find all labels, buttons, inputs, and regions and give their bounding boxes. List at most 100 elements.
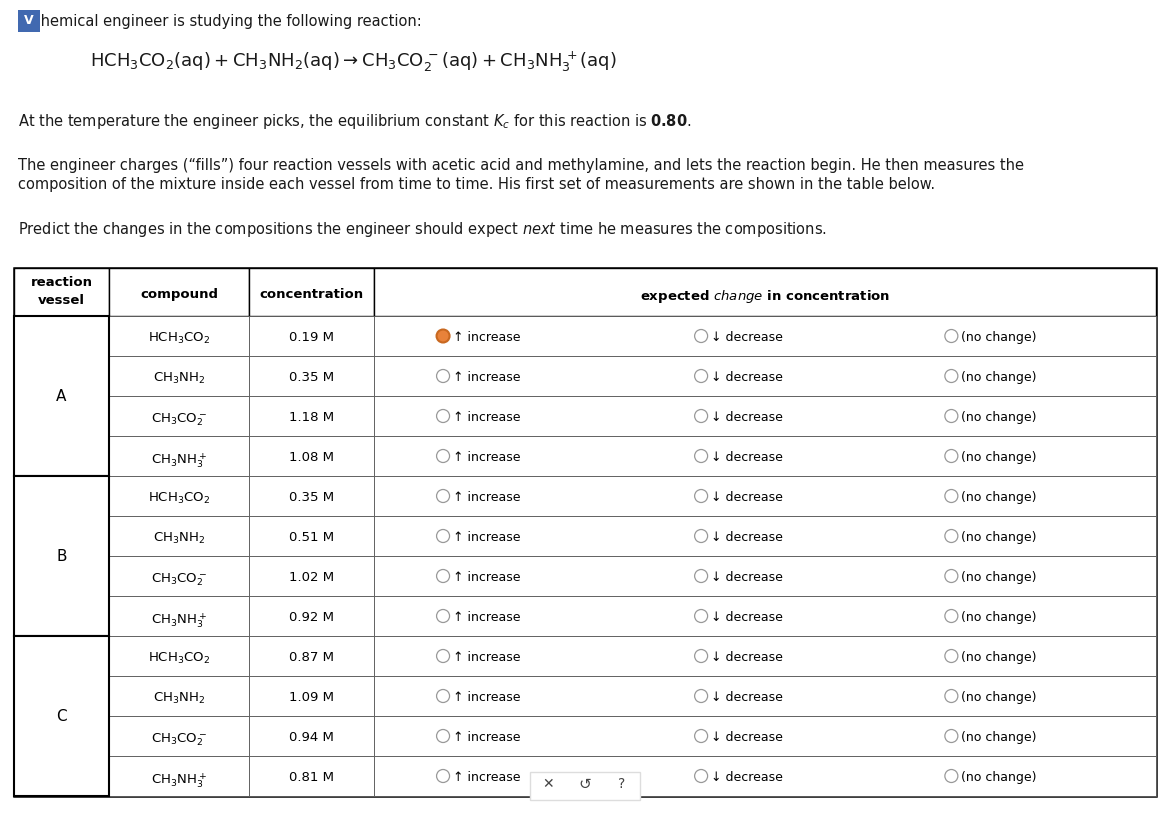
- Ellipse shape: [945, 489, 958, 502]
- Ellipse shape: [695, 529, 708, 542]
- Text: (no change): (no change): [961, 371, 1037, 384]
- Text: ↑ increase: ↑ increase: [453, 331, 519, 344]
- Text: ↓ decrease: ↓ decrease: [710, 371, 783, 384]
- Text: $\mathrm{CH_3NH_3^+}$: $\mathrm{CH_3NH_3^+}$: [151, 451, 207, 470]
- Ellipse shape: [695, 449, 708, 462]
- Text: 0.87 M: 0.87 M: [289, 651, 333, 664]
- Text: ↑ increase: ↑ increase: [453, 611, 519, 624]
- Bar: [249, 516, 374, 556]
- Text: Predict the changes in the compositions the engineer should expect $\it{next}$ t: Predict the changes in the compositions …: [18, 220, 827, 239]
- Text: ↑ increase: ↑ increase: [453, 451, 519, 464]
- Text: (no change): (no change): [961, 691, 1037, 704]
- Text: $\mathrm{CH_3CO_2^-}$: $\mathrm{CH_3CO_2^-}$: [151, 731, 207, 747]
- Bar: [14, 268, 109, 316]
- Ellipse shape: [436, 769, 449, 782]
- Text: composition of the mixture inside each vessel from time to time. His first set o: composition of the mixture inside each v…: [18, 177, 935, 192]
- Text: A: A: [56, 389, 67, 404]
- Ellipse shape: [436, 409, 449, 422]
- Ellipse shape: [436, 650, 449, 663]
- Bar: [374, 676, 1156, 716]
- Bar: [249, 636, 374, 676]
- Text: $\mathrm{CH_3CO_2^-}$: $\mathrm{CH_3CO_2^-}$: [151, 571, 207, 588]
- Bar: [109, 356, 249, 396]
- Ellipse shape: [436, 489, 449, 502]
- Text: ✕: ✕: [542, 777, 553, 791]
- Text: $\mathrm{HCH_3CO_2}$: $\mathrm{HCH_3CO_2}$: [147, 651, 211, 666]
- Ellipse shape: [945, 610, 958, 623]
- Bar: [374, 268, 1156, 316]
- Text: $\mathrm{CH_3NH_3^+}$: $\mathrm{CH_3NH_3^+}$: [151, 771, 207, 790]
- Bar: [249, 396, 374, 436]
- Text: ↑ increase: ↑ increase: [453, 531, 519, 544]
- Ellipse shape: [436, 529, 449, 542]
- Bar: [109, 716, 249, 756]
- Text: vessel: vessel: [37, 294, 85, 307]
- Bar: [374, 596, 1156, 636]
- Text: (no change): (no change): [961, 531, 1037, 544]
- Bar: [374, 556, 1156, 596]
- Text: (no change): (no change): [961, 451, 1037, 464]
- Text: ↑ increase: ↑ increase: [453, 691, 519, 704]
- Text: ↑ increase: ↑ increase: [453, 651, 519, 664]
- Text: ↑ increase: ↑ increase: [453, 771, 519, 784]
- Text: $\mathrm{CH_3NH_3^+}$: $\mathrm{CH_3NH_3^+}$: [151, 611, 207, 630]
- Bar: [374, 436, 1156, 476]
- Bar: [249, 676, 374, 716]
- Text: $\mathrm{HCH_3CO_2(aq)+CH_3NH_2(aq) \rightarrow CH_3CO_2^{\,−}(aq)+CH_3NH_3^{\,+: $\mathrm{HCH_3CO_2(aq)+CH_3NH_2(aq) \rig…: [90, 50, 617, 74]
- Text: ?: ?: [619, 777, 626, 791]
- Text: ↑ increase: ↑ increase: [453, 571, 519, 584]
- Ellipse shape: [695, 610, 708, 623]
- Ellipse shape: [945, 689, 958, 702]
- Text: reaction: reaction: [30, 276, 92, 289]
- Text: 1.09 M: 1.09 M: [289, 691, 333, 704]
- Bar: [374, 316, 1156, 356]
- Text: $\mathrm{HCH_3CO_2}$: $\mathrm{HCH_3CO_2}$: [147, 491, 211, 506]
- Bar: [249, 316, 374, 356]
- Ellipse shape: [945, 449, 958, 462]
- Bar: [14, 268, 1156, 796]
- Ellipse shape: [436, 689, 449, 702]
- Text: 1.02 M: 1.02 M: [289, 571, 335, 584]
- Bar: [374, 516, 1156, 556]
- Bar: [374, 476, 1156, 516]
- Bar: [14, 476, 109, 636]
- Text: V: V: [25, 14, 34, 27]
- Bar: [18, 10, 40, 32]
- Text: $\mathrm{CH_3NH_2}$: $\mathrm{CH_3NH_2}$: [153, 371, 205, 386]
- Text: compound: compound: [140, 288, 218, 301]
- Bar: [249, 436, 374, 476]
- Text: (no change): (no change): [961, 411, 1037, 424]
- Ellipse shape: [945, 330, 958, 343]
- Text: concentration: concentration: [260, 288, 364, 301]
- Bar: [249, 596, 374, 636]
- Text: ↓ decrease: ↓ decrease: [710, 451, 783, 464]
- Ellipse shape: [436, 570, 449, 583]
- Bar: [249, 716, 374, 756]
- Text: B: B: [56, 549, 67, 564]
- Text: ↑ increase: ↑ increase: [453, 491, 519, 504]
- Text: C: C: [56, 709, 67, 724]
- Ellipse shape: [695, 370, 708, 383]
- Text: ↓ decrease: ↓ decrease: [710, 571, 783, 584]
- Bar: [109, 268, 249, 316]
- Text: ↓ decrease: ↓ decrease: [710, 411, 783, 424]
- Text: ↓ decrease: ↓ decrease: [710, 771, 783, 784]
- Bar: [249, 356, 374, 396]
- Text: 1.18 M: 1.18 M: [289, 411, 335, 424]
- Text: ↓ decrease: ↓ decrease: [710, 731, 783, 744]
- Ellipse shape: [695, 769, 708, 782]
- Text: ↓ decrease: ↓ decrease: [710, 611, 783, 624]
- Bar: [109, 756, 249, 796]
- Ellipse shape: [436, 610, 449, 623]
- Text: 0.92 M: 0.92 M: [289, 611, 333, 624]
- Ellipse shape: [436, 330, 449, 343]
- Text: $\mathrm{CH_3NH_2}$: $\mathrm{CH_3NH_2}$: [153, 691, 205, 706]
- Bar: [109, 636, 249, 676]
- Text: ↓ decrease: ↓ decrease: [710, 651, 783, 664]
- Bar: [374, 636, 1156, 676]
- Text: ↓ decrease: ↓ decrease: [710, 691, 783, 704]
- Ellipse shape: [436, 449, 449, 462]
- Bar: [249, 756, 374, 796]
- Ellipse shape: [945, 729, 958, 742]
- Text: (no change): (no change): [961, 491, 1037, 504]
